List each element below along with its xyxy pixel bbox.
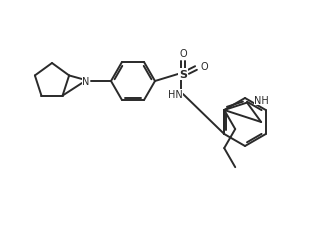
Text: S: S [179,70,187,80]
Text: O: O [200,62,208,72]
Text: N: N [82,77,90,87]
Text: HN: HN [168,90,182,100]
Text: O: O [179,49,187,59]
Text: NH: NH [254,95,269,105]
